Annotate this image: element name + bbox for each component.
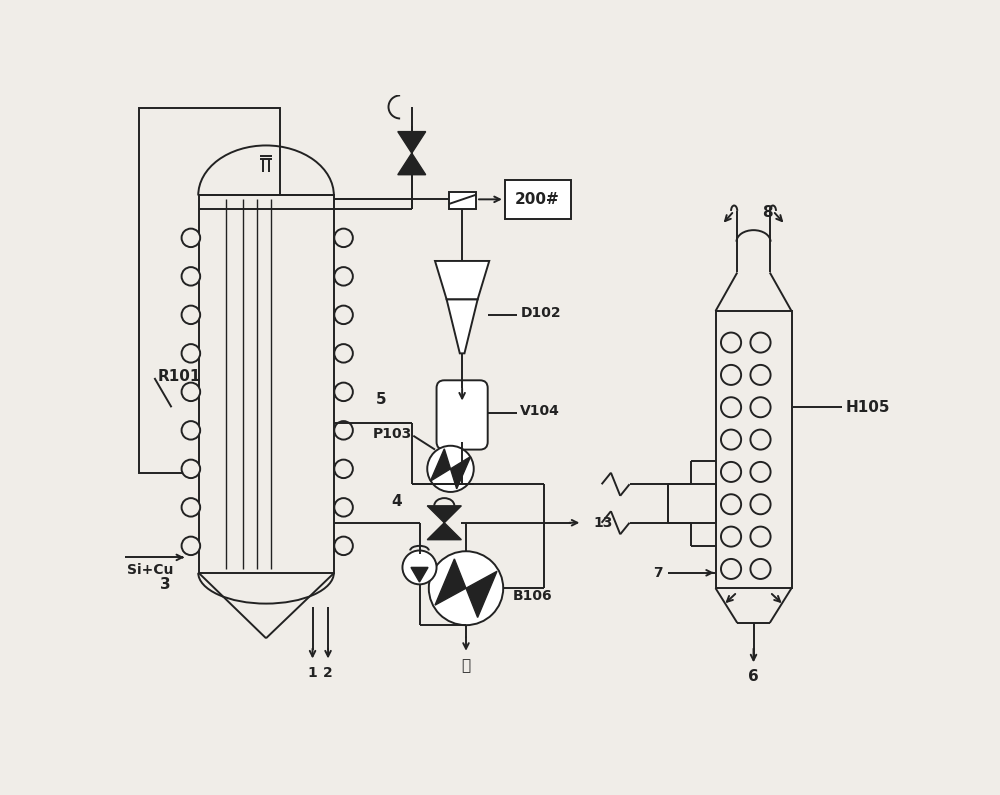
Text: 7: 7 bbox=[653, 566, 663, 580]
Text: P103: P103 bbox=[372, 427, 412, 441]
Circle shape bbox=[721, 559, 741, 579]
Circle shape bbox=[182, 537, 200, 555]
Polygon shape bbox=[411, 568, 428, 582]
Bar bbox=[505, 180, 571, 219]
Circle shape bbox=[750, 429, 771, 450]
Circle shape bbox=[721, 398, 741, 417]
Text: 4: 4 bbox=[391, 494, 402, 509]
Circle shape bbox=[721, 429, 741, 450]
Polygon shape bbox=[435, 559, 466, 605]
Circle shape bbox=[334, 421, 353, 440]
Text: Si+Cu: Si+Cu bbox=[127, 564, 173, 577]
Text: 5: 5 bbox=[375, 392, 386, 407]
Circle shape bbox=[334, 305, 353, 324]
Polygon shape bbox=[427, 523, 461, 540]
Circle shape bbox=[721, 462, 741, 482]
Polygon shape bbox=[466, 572, 497, 618]
Circle shape bbox=[750, 332, 771, 352]
Circle shape bbox=[182, 344, 200, 363]
Polygon shape bbox=[427, 506, 461, 523]
Text: 3: 3 bbox=[160, 577, 171, 591]
Bar bbox=[199, 196, 334, 573]
Circle shape bbox=[427, 446, 474, 492]
Polygon shape bbox=[398, 153, 426, 175]
Circle shape bbox=[721, 365, 741, 385]
Circle shape bbox=[182, 382, 200, 401]
Circle shape bbox=[750, 526, 771, 547]
Circle shape bbox=[721, 332, 741, 352]
Text: 1: 1 bbox=[308, 666, 317, 680]
Text: 200#: 200# bbox=[515, 192, 560, 207]
Circle shape bbox=[750, 462, 771, 482]
Circle shape bbox=[182, 460, 200, 478]
Circle shape bbox=[402, 550, 437, 584]
Text: 水: 水 bbox=[461, 657, 471, 673]
Text: B106: B106 bbox=[512, 589, 552, 603]
Circle shape bbox=[750, 365, 771, 385]
Circle shape bbox=[182, 229, 200, 247]
Bar bbox=[716, 311, 792, 588]
FancyBboxPatch shape bbox=[437, 380, 488, 450]
Circle shape bbox=[721, 494, 741, 514]
Text: 2: 2 bbox=[323, 666, 333, 680]
Text: D102: D102 bbox=[520, 306, 561, 320]
Text: V104: V104 bbox=[520, 404, 560, 418]
Circle shape bbox=[334, 267, 353, 285]
Circle shape bbox=[334, 498, 353, 517]
Circle shape bbox=[334, 344, 353, 363]
Text: 13: 13 bbox=[594, 516, 613, 529]
Circle shape bbox=[750, 494, 771, 514]
Text: 8: 8 bbox=[762, 205, 773, 220]
Circle shape bbox=[750, 559, 771, 579]
Polygon shape bbox=[435, 261, 489, 300]
Circle shape bbox=[182, 305, 200, 324]
Text: H105: H105 bbox=[846, 400, 890, 415]
Circle shape bbox=[182, 421, 200, 440]
Text: 6: 6 bbox=[748, 669, 759, 684]
Circle shape bbox=[429, 551, 503, 625]
Circle shape bbox=[334, 229, 353, 247]
Circle shape bbox=[721, 526, 741, 547]
Circle shape bbox=[182, 267, 200, 285]
Circle shape bbox=[182, 498, 200, 517]
Text: R101: R101 bbox=[158, 369, 201, 384]
Bar bbox=[139, 108, 280, 473]
Polygon shape bbox=[447, 300, 478, 353]
Polygon shape bbox=[430, 449, 450, 481]
Polygon shape bbox=[450, 456, 471, 489]
Bar bbox=[449, 192, 476, 208]
Polygon shape bbox=[398, 132, 426, 153]
Circle shape bbox=[334, 537, 353, 555]
Circle shape bbox=[750, 398, 771, 417]
Circle shape bbox=[334, 460, 353, 478]
Circle shape bbox=[334, 382, 353, 401]
